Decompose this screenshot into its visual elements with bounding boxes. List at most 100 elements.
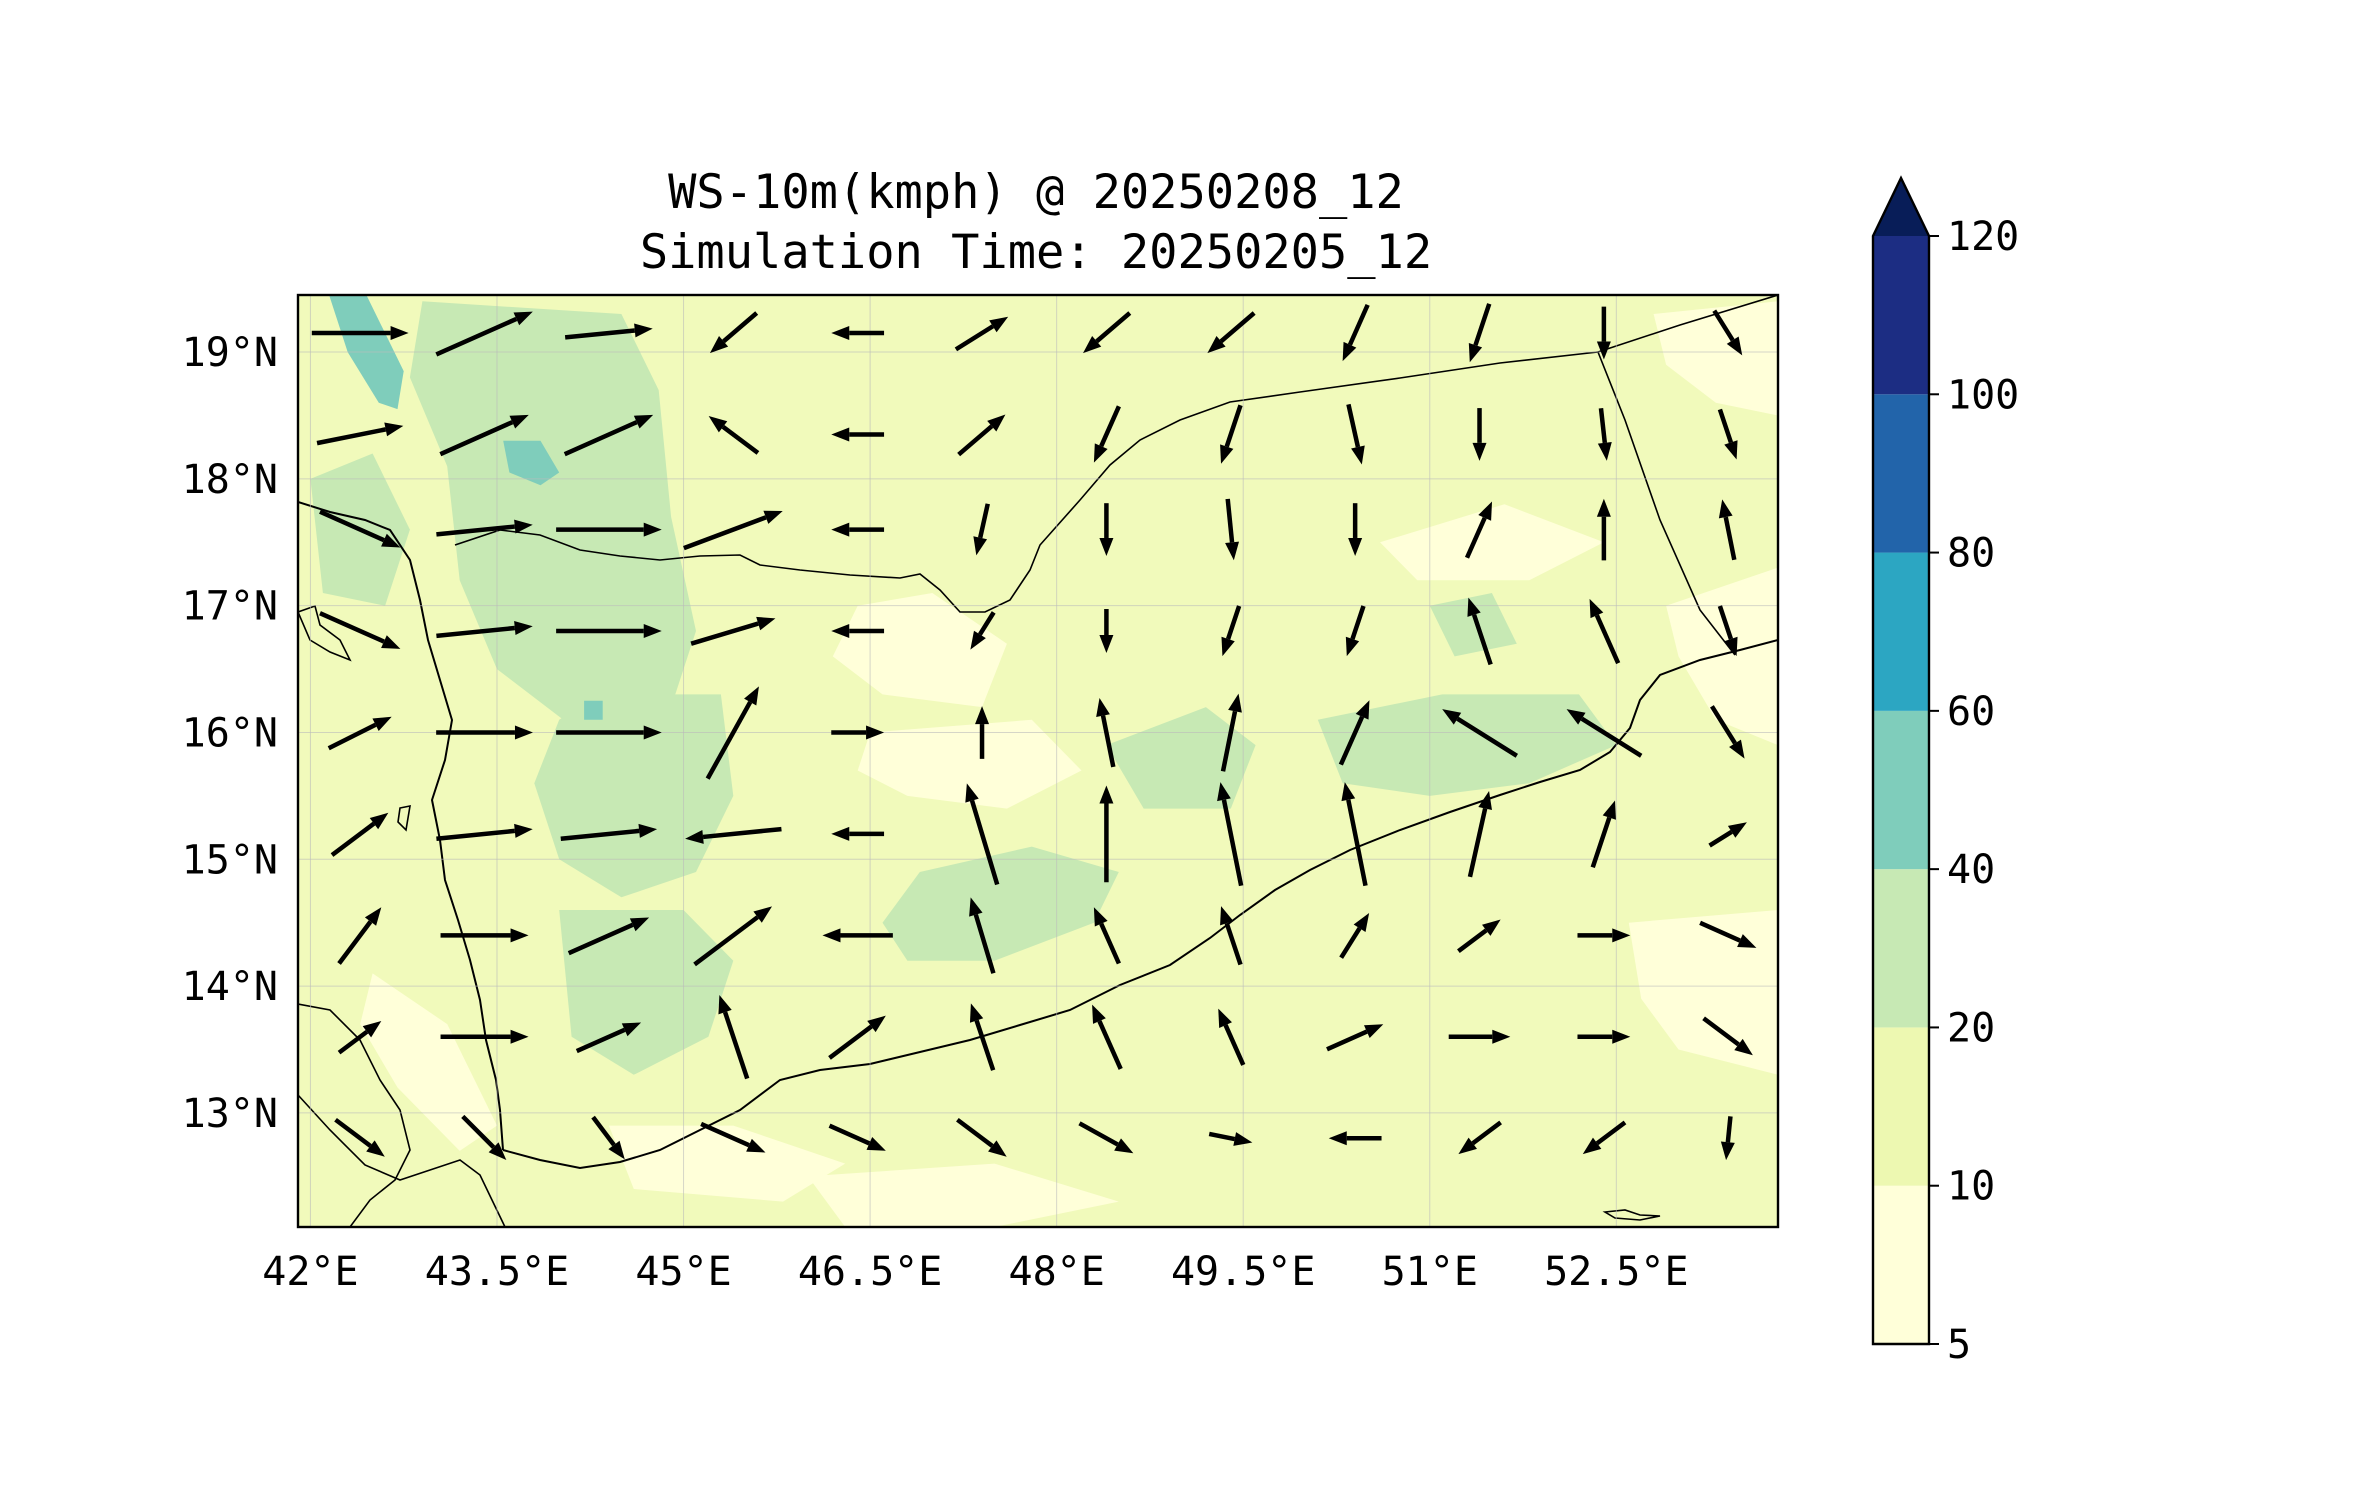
lon-tick-label: 43.5°E <box>425 1249 570 1295</box>
lon-tick-label: 45°E <box>635 1249 731 1295</box>
coastline-gulf-of-aden <box>502 639 1778 1170</box>
wind-arrow <box>1717 605 1738 657</box>
lat-tick-label: 16°N <box>182 710 278 756</box>
wind-arrow <box>1708 822 1747 848</box>
wind-arrow <box>1339 912 1370 959</box>
colorbar-tick-label: 10 <box>1947 1164 1995 1210</box>
colorbar-outline <box>1871 175 1931 1346</box>
wind-arrow <box>828 1015 886 1060</box>
wind-arrow <box>700 1121 766 1153</box>
wind-arrow <box>1342 303 1370 362</box>
wind-arrow <box>1338 700 1370 766</box>
wind-arrow <box>311 326 409 341</box>
wind-arrow <box>965 783 1000 886</box>
wind-arrow <box>1208 1131 1253 1146</box>
wind-arrow <box>440 1029 529 1044</box>
border-eritrea-ethiopia <box>298 1003 411 1227</box>
wind-arrow <box>316 422 404 446</box>
coastline-red-sea <box>298 501 504 1151</box>
wind-arrow <box>1326 1024 1384 1052</box>
wind-arrow <box>436 519 533 537</box>
wind-arrow <box>831 326 885 341</box>
wind-arrow <box>330 812 389 857</box>
wind-arrow <box>1348 503 1363 556</box>
wind-arrow <box>1207 311 1256 354</box>
contour-region-40 <box>503 440 560 486</box>
contour-region-40 <box>584 700 603 720</box>
contour-region-5 <box>1666 567 1778 746</box>
wind-arrow <box>1468 303 1492 363</box>
wind-arrow <box>1720 1116 1735 1161</box>
colorbar-segment <box>1873 394 1929 553</box>
wind-arrow <box>1346 403 1365 465</box>
contour-region-20 <box>409 301 696 746</box>
colorbar-segment <box>1873 869 1929 1028</box>
wind-arrow <box>560 823 658 841</box>
lat-tick-label: 19°N <box>182 330 278 376</box>
wind-arrow <box>718 995 750 1080</box>
wind-arrow <box>1699 920 1757 948</box>
colorbar: 5 10 20 40 60 80 100 120 <box>1871 175 2019 1368</box>
colorbar-tick-label: 5 <box>1947 1322 1971 1368</box>
lat-tick-label: 13°N <box>182 1091 278 1137</box>
map-frame <box>296 293 1780 1229</box>
colorbar-tick-label: 80 <box>1947 531 1995 577</box>
wind-arrow <box>461 1114 507 1161</box>
wind-arrow <box>319 611 401 649</box>
map-axis-ticks: 42°E 43.5°E 45°E 46.5°E 48°E 49.5°E 51°E 52.5°E… <box>182 330 1689 1295</box>
island-group-south <box>1602 1209 1661 1221</box>
wind-arrow <box>1457 919 1501 953</box>
wind-arrow <box>1099 609 1114 654</box>
contour-region-5 <box>857 719 1082 809</box>
wind-arrow <box>435 311 533 357</box>
island-kamaran <box>397 804 411 832</box>
wind-arrow <box>575 1022 642 1054</box>
wind-arrow <box>1093 907 1121 965</box>
wind-arrow <box>1328 1131 1382 1146</box>
map-title-line-2: Simulation Time: 20250205_12 <box>640 225 1432 280</box>
wind-arrow <box>439 414 529 457</box>
wind-arrow <box>1092 1004 1123 1070</box>
wind-arrow <box>957 414 1006 457</box>
colorbar-segment <box>1873 1027 1929 1186</box>
lat-tick-label: 14°N <box>182 964 278 1010</box>
wind-arrow <box>1589 598 1621 665</box>
wind-arrow <box>1590 800 1616 869</box>
wind-arrow <box>1702 1016 1753 1056</box>
wind-arrow <box>1093 405 1121 463</box>
wind-arrow <box>1218 1008 1246 1066</box>
wind-arrow <box>831 522 885 537</box>
wind-arrow <box>337 1020 382 1055</box>
lon-tick-label: 46.5°E <box>798 1249 943 1295</box>
contour-region-5 <box>807 1163 1119 1227</box>
wind-arrow <box>1717 408 1738 460</box>
wind-arrow <box>436 725 533 740</box>
wind-arrow <box>822 928 893 943</box>
wind-arrow <box>556 624 662 639</box>
wind-arrow <box>956 1117 1007 1157</box>
wind-arrow <box>1096 697 1116 768</box>
lat-tick-label: 15°N <box>182 837 278 883</box>
wind-arrow <box>831 826 885 841</box>
wind-arrow <box>831 725 885 740</box>
contour-region-5 <box>1628 910 1778 1075</box>
border-saudi-yemen <box>454 351 1599 613</box>
lat-tick-label: 17°N <box>182 584 278 630</box>
map-panel: 42°E 43.5°E 45°E 46.5°E 48°E 49.5°E 51°E 52.5°E… <box>182 293 1780 1295</box>
wind-arrow <box>1597 407 1612 461</box>
wind-arrow <box>970 611 996 650</box>
lat-tick-label: 18°N <box>182 457 278 503</box>
contour-region-20 <box>1317 694 1617 796</box>
colorbar-segment <box>1873 552 1929 711</box>
wind-arrow <box>319 509 401 548</box>
colorbar-tick-label: 100 <box>1947 372 2019 418</box>
colorbar-tick-label: 20 <box>1947 1005 1995 1051</box>
colorbar-segment <box>1873 710 1929 870</box>
colorbar-tick-label: 60 <box>1947 689 1995 735</box>
wind-arrow <box>1577 1029 1631 1044</box>
wind-arrow <box>1712 309 1743 356</box>
wind-arrow <box>556 725 662 740</box>
wind-arrow <box>1220 404 1243 464</box>
wind-arrow <box>1566 709 1643 758</box>
